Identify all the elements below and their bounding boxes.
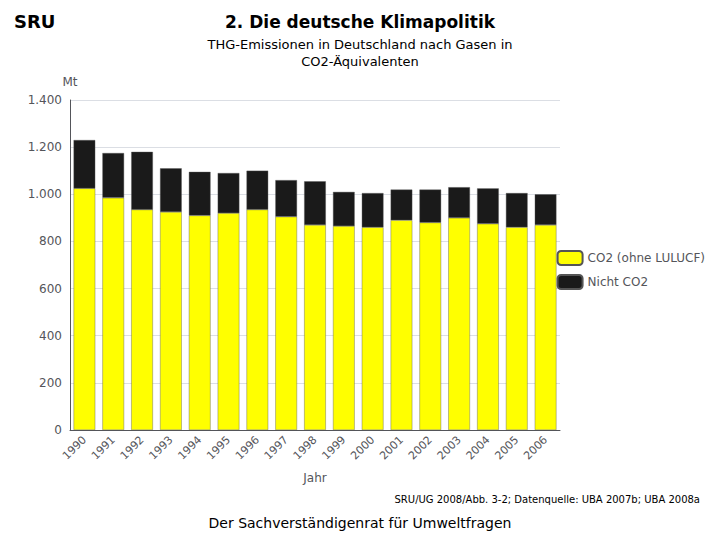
svg-text:200: 200	[39, 376, 62, 390]
svg-text:800: 800	[39, 234, 62, 248]
svg-text:1994: 1994	[175, 433, 204, 462]
svg-text:2001: 2001	[377, 433, 406, 462]
svg-text:Jahr: Jahr	[302, 471, 326, 485]
svg-text:600: 600	[39, 282, 62, 296]
svg-text:2005: 2005	[492, 433, 521, 462]
svg-text:1992: 1992	[118, 433, 147, 462]
svg-text:1997: 1997	[262, 433, 291, 462]
svg-text:1.000: 1.000	[28, 187, 62, 201]
svg-text:1991: 1991	[89, 433, 118, 462]
svg-text:Mt: Mt	[62, 75, 77, 89]
svg-text:2003: 2003	[435, 433, 464, 462]
svg-text:1.400: 1.400	[28, 93, 62, 107]
svg-text:THG-Emissionen in Deutschland: THG-Emissionen in Deutschland nach Gasen…	[206, 37, 512, 52]
svg-text:2004: 2004	[464, 433, 493, 462]
svg-text:2000: 2000	[348, 433, 377, 462]
svg-text:1990: 1990	[60, 433, 89, 462]
svg-text:1998: 1998	[291, 433, 320, 462]
svg-text:2002: 2002	[406, 433, 435, 462]
svg-text:1999: 1999	[319, 433, 348, 462]
svg-text:CO2 (ohne LULUCF): CO2 (ohne LULUCF)	[588, 251, 705, 265]
svg-text:1996: 1996	[233, 433, 262, 462]
svg-text:Der Sachverständigenrat für Um: Der Sachverständigenrat für Umweltfragen	[209, 515, 512, 531]
svg-text:CO2-Äquivalenten: CO2-Äquivalenten	[301, 54, 419, 69]
svg-text:400: 400	[39, 329, 62, 343]
svg-text:1995: 1995	[204, 433, 233, 462]
svg-text:0: 0	[54, 423, 62, 437]
svg-text:2. Die deutsche Klimapolitik: 2. Die deutsche Klimapolitik	[225, 12, 496, 32]
svg-text:2006: 2006	[521, 433, 550, 462]
svg-text:1.200: 1.200	[28, 140, 62, 154]
svg-text:1993: 1993	[147, 433, 176, 462]
svg-text:SRU/UG 2008/Abb. 3-2; Datenque: SRU/UG 2008/Abb. 3-2; Datenquelle: UBA 2…	[395, 494, 700, 505]
svg-text:SRU: SRU	[14, 11, 55, 32]
svg-text:Nicht CO2: Nicht CO2	[588, 275, 649, 289]
